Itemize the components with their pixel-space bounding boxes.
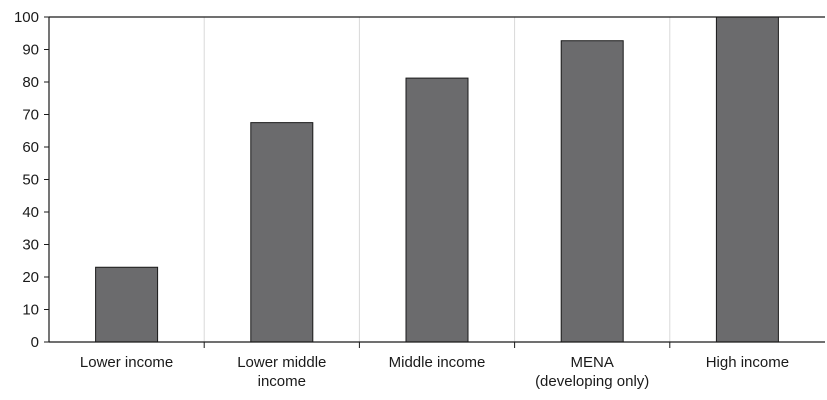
axis-layer	[44, 16, 825, 348]
x-category-label-line: Lower income	[80, 354, 173, 371]
bar	[715, 16, 779, 343]
y-tick-label: 90	[22, 42, 39, 59]
x-category-label-line: (developing only)	[535, 373, 649, 390]
bar	[250, 122, 314, 343]
x-category-labels: Lower income Lower middle income Middle inc…	[80, 354, 789, 390]
x-category-label: MENA (developing only)	[535, 354, 649, 390]
y-tick-label: 0	[31, 334, 39, 351]
grid-layer	[203, 17, 671, 342]
y-tick-label: 60	[22, 139, 39, 156]
y-tick-label: 100	[14, 9, 39, 26]
x-category-label-line: Middle income	[389, 354, 486, 371]
x-category-label-line: MENA	[571, 354, 614, 371]
y-tick-label: 30	[22, 237, 39, 254]
bars-layer	[95, 16, 779, 343]
bar	[405, 77, 469, 343]
x-category-label: High income	[706, 354, 789, 371]
bar	[560, 40, 624, 343]
y-tick-label: 50	[22, 172, 39, 189]
y-tick-label: 10	[22, 302, 39, 319]
x-category-label: Lower income	[80, 354, 173, 371]
y-tick-labels: 0 10 20 30 40 50 60 70 80 90 100	[14, 9, 39, 351]
y-tick-label: 40	[22, 204, 39, 221]
bar	[95, 266, 159, 343]
x-category-label-line: Lower middle	[237, 354, 326, 371]
x-category-label-line: income	[258, 373, 306, 390]
y-tick-label: 80	[22, 74, 39, 91]
x-category-label-line: High income	[706, 354, 789, 371]
x-category-label: Lower middle income	[237, 354, 326, 390]
y-tick-label: 20	[22, 269, 39, 286]
y-tick-label: 70	[22, 107, 39, 124]
x-category-label: Middle income	[389, 354, 486, 371]
